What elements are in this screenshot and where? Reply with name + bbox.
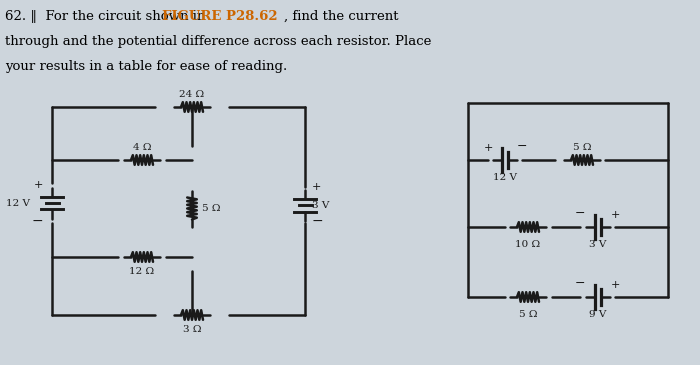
Text: your results in a table for ease of reading.: your results in a table for ease of read… (5, 60, 287, 73)
Text: −: − (517, 140, 527, 153)
Text: 5 Ω: 5 Ω (202, 204, 220, 213)
Text: −: − (575, 207, 585, 220)
Text: FIGURE P28.62: FIGURE P28.62 (162, 10, 278, 23)
Text: 4 Ω: 4 Ω (133, 143, 151, 152)
Text: +: + (610, 280, 620, 290)
Text: 3 Ω: 3 Ω (183, 325, 202, 334)
Text: 3 V: 3 V (312, 200, 330, 210)
Text: 62. ‖  For the circuit shown in: 62. ‖ For the circuit shown in (5, 10, 209, 23)
Text: 12 Ω: 12 Ω (130, 267, 155, 276)
Text: 3 V: 3 V (589, 240, 607, 249)
Text: through and the potential difference across each resistor. Place: through and the potential difference acr… (5, 35, 431, 48)
Text: −: − (312, 214, 323, 228)
Text: 5 Ω: 5 Ω (573, 143, 591, 152)
Text: 12 V: 12 V (6, 199, 30, 207)
Text: 24 Ω: 24 Ω (179, 90, 204, 99)
Text: +: + (34, 180, 43, 190)
Text: 10 Ω: 10 Ω (515, 240, 540, 249)
Text: +: + (312, 182, 321, 192)
Text: −: − (575, 277, 585, 290)
Text: 5 Ω: 5 Ω (519, 310, 538, 319)
Text: 9 V: 9 V (589, 310, 607, 319)
Text: 12 V: 12 V (493, 173, 517, 182)
Text: , find the current: , find the current (284, 10, 398, 23)
Text: +: + (610, 210, 620, 220)
Text: −: − (32, 214, 43, 228)
Text: +: + (483, 143, 493, 153)
